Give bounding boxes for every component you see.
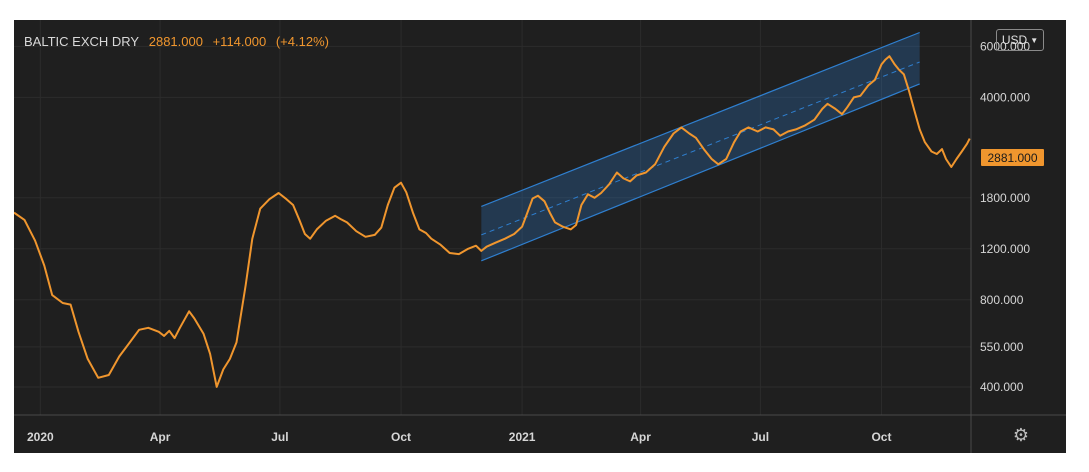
x-tick-label: Apr [630,430,651,444]
channel-mid-line[interactable] [481,61,920,236]
chevron-down-icon: ▼ [1030,35,1039,45]
y-tick-label: 6000.000 [980,39,1030,53]
x-tick-label: 2021 [509,430,536,444]
y-tick-label: 4000.000 [980,90,1030,104]
price-change-percent: (+4.12%) [275,34,329,49]
x-axis: 2020 Apr Jul Oct 2021 Apr Jul Oct [27,430,892,444]
y-tick-label: 800.000 [980,293,1024,307]
gear-icon[interactable]: ⚙ [1012,424,1030,445]
channel-upper-line[interactable] [481,31,920,208]
trend-channel[interactable] [481,31,920,262]
x-tick-label: Jul [271,430,288,444]
x-tick-label: 2020 [27,430,54,444]
y-tick-label: 400.000 [980,380,1024,394]
y-tick-label: 1200.000 [980,242,1030,256]
currency-label: USD [1001,33,1028,47]
currency-selector[interactable]: USD ▼ [996,29,1044,51]
x-tick-label: Oct [391,430,411,444]
price-chart[interactable]: 6000.000 4000.000 1800.000 1200.000 800.000 5… [14,20,1066,453]
y-tick-label: 550.000 [980,340,1024,354]
x-tick-label: Apr [150,430,171,444]
symbol-name: BALTIC EXCH DRY [24,34,140,49]
x-tick-label: Oct [871,430,891,444]
instrument-header: BALTIC EXCH DRY 2881.000 +114.000 (+4.12… [24,34,335,49]
last-price: 2881.000 [148,34,203,49]
chart-panel[interactable]: 6000.000 4000.000 1800.000 1200.000 800.000 5… [14,20,1066,453]
last-price-badge: 2881.000 [981,149,1044,166]
channel-lower-line[interactable] [481,83,920,262]
y-axis: 6000.000 4000.000 1800.000 1200.000 800.000 5… [980,39,1030,394]
y-tick-label: 1800.000 [980,191,1030,205]
channel-fill [481,32,920,261]
x-tick-label: Jul [752,430,769,444]
price-line [14,55,971,388]
price-change: +114.000 [212,34,267,49]
grid [14,20,1066,453]
